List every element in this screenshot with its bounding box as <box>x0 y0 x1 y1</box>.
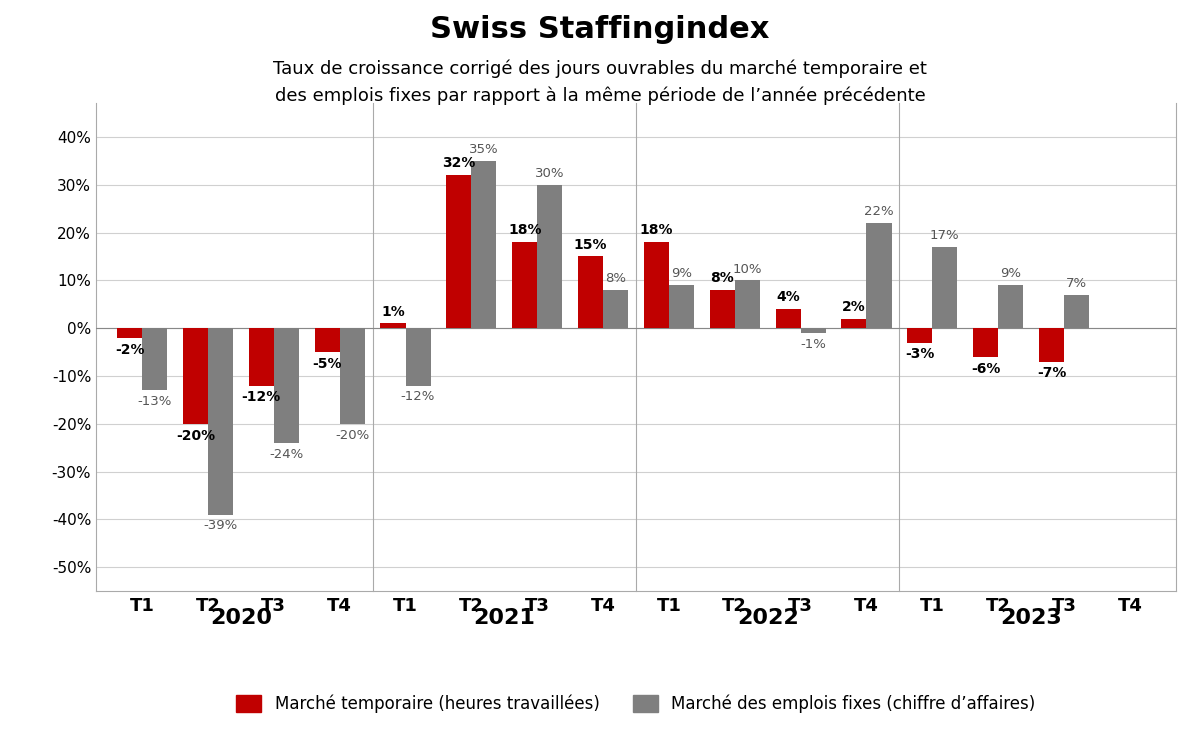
Bar <box>1064 295 1090 328</box>
Bar <box>512 242 538 328</box>
Bar <box>142 328 167 390</box>
Bar <box>472 161 497 328</box>
Bar <box>644 242 668 328</box>
Bar <box>578 256 604 328</box>
Text: -5%: -5% <box>312 357 342 371</box>
Text: 8%: 8% <box>605 272 626 285</box>
Bar <box>734 280 760 328</box>
Text: 4%: 4% <box>776 290 800 304</box>
Bar <box>775 309 800 328</box>
Text: 2023: 2023 <box>1001 608 1062 628</box>
Bar <box>182 328 208 424</box>
Text: 9%: 9% <box>671 268 692 280</box>
Text: -12%: -12% <box>241 390 281 404</box>
Text: 22%: 22% <box>864 205 894 218</box>
Bar <box>538 185 563 328</box>
Text: 17%: 17% <box>930 229 960 242</box>
Text: -2%: -2% <box>115 343 144 356</box>
Text: 10%: 10% <box>732 262 762 276</box>
Text: 18%: 18% <box>640 223 673 237</box>
Text: 1%: 1% <box>382 304 404 319</box>
Bar <box>604 290 628 328</box>
Text: -24%: -24% <box>269 448 304 460</box>
Text: 2021: 2021 <box>473 608 535 628</box>
Bar <box>274 328 299 443</box>
Bar <box>118 328 142 338</box>
Text: -12%: -12% <box>401 390 436 403</box>
Bar <box>866 223 892 328</box>
Text: 2%: 2% <box>842 300 866 314</box>
Text: -13%: -13% <box>138 395 172 408</box>
Text: 18%: 18% <box>508 223 541 237</box>
Text: -20%: -20% <box>176 429 215 443</box>
Bar <box>208 328 233 514</box>
Bar <box>998 285 1024 328</box>
Bar <box>380 324 406 328</box>
Bar <box>709 290 734 328</box>
Bar <box>406 328 431 386</box>
Bar <box>1039 328 1064 361</box>
Text: 35%: 35% <box>469 143 499 156</box>
Bar <box>340 328 365 424</box>
Bar <box>248 328 274 386</box>
Text: -1%: -1% <box>800 338 826 351</box>
Text: Taux de croissance corrigé des jours ouvrables du marché temporaire et
des emplo: Taux de croissance corrigé des jours ouv… <box>274 59 926 105</box>
Text: 8%: 8% <box>710 271 734 285</box>
Text: Swiss Staffingindex: Swiss Staffingindex <box>431 15 769 44</box>
Text: 2022: 2022 <box>737 608 798 628</box>
Legend: Marché temporaire (heures travaillées), Marché des emplois fixes (chiffre d’affa: Marché temporaire (heures travaillées), … <box>229 687 1043 720</box>
Bar <box>907 328 932 343</box>
Text: 32%: 32% <box>442 157 475 171</box>
Bar <box>446 175 472 328</box>
Text: 2020: 2020 <box>210 608 272 628</box>
Bar <box>800 328 826 333</box>
Bar <box>841 319 866 328</box>
Bar <box>668 285 694 328</box>
Text: -7%: -7% <box>1037 367 1067 381</box>
Bar <box>973 328 998 357</box>
Text: -39%: -39% <box>203 520 238 533</box>
Text: -20%: -20% <box>335 429 370 442</box>
Text: 30%: 30% <box>535 167 564 180</box>
Text: 15%: 15% <box>574 238 607 252</box>
Text: 9%: 9% <box>1001 268 1021 280</box>
Bar <box>314 328 340 352</box>
Text: -6%: -6% <box>971 361 1001 375</box>
Text: 7%: 7% <box>1066 277 1087 290</box>
Bar <box>932 247 958 328</box>
Text: -3%: -3% <box>905 347 935 361</box>
